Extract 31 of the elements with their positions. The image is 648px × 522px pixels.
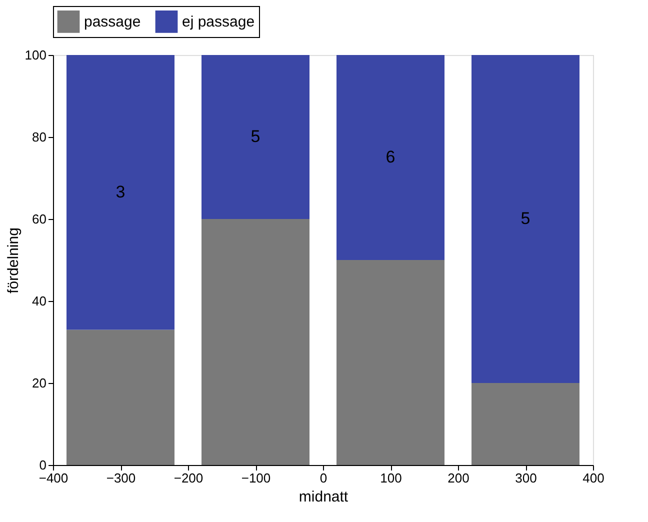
- y-tick-label: 60: [32, 212, 46, 226]
- bar: [202, 55, 310, 219]
- bar: [472, 55, 580, 383]
- y-tick-label: 40: [32, 294, 46, 308]
- bar: [202, 219, 310, 465]
- y-tick-label: 0: [39, 458, 46, 472]
- bar: [66, 55, 174, 330]
- x-tick-label: 400: [582, 470, 604, 486]
- x-tick-label: −400: [38, 470, 68, 486]
- y-axis-title: fördelning: [4, 228, 22, 294]
- x-tick-label: −200: [174, 470, 204, 486]
- y-tick-label: 80: [32, 130, 46, 144]
- y-tick-label: 20: [32, 376, 46, 390]
- x-tick-label: 100: [380, 470, 402, 486]
- x-tick-label: 300: [515, 470, 537, 486]
- bar: [336, 55, 444, 260]
- x-tick-label: 200: [448, 470, 470, 486]
- x-tick-label: −300: [106, 470, 136, 486]
- legend-label: ej passage: [182, 14, 255, 31]
- annotation: 3: [116, 182, 126, 202]
- x-axis-title: midnatt: [298, 488, 349, 506]
- x-tick-label: −100: [241, 470, 271, 486]
- bar: [472, 383, 580, 465]
- bar: [66, 330, 174, 465]
- y-tick-label: 100: [24, 48, 46, 62]
- legend-label: passage: [84, 14, 141, 31]
- annotation: 5: [520, 209, 530, 228]
- x-tick-label: 0: [320, 470, 328, 486]
- annotation: 5: [250, 127, 260, 146]
- annotation: 6: [386, 148, 396, 166]
- bar: [336, 260, 444, 465]
